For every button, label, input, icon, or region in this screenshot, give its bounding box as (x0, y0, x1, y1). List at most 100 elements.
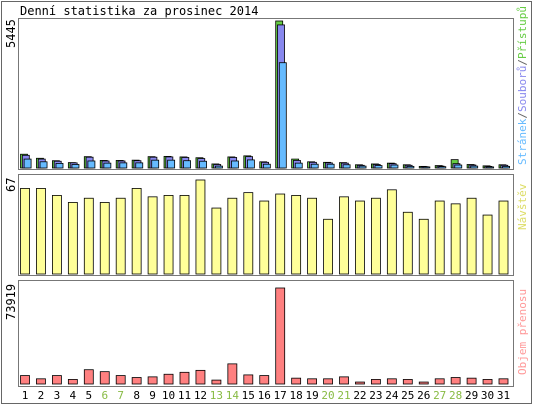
bar-prenos-day-17 (275, 287, 286, 385)
bar-strnek-day-26 (422, 166, 431, 169)
bar-strnek-day-18 (294, 162, 303, 169)
legend-sep-1: / (516, 112, 529, 119)
bar-prenos-day-24 (386, 378, 397, 385)
bar-strnek-day-21 (342, 164, 351, 169)
bar-navstev-day-1 (20, 188, 30, 275)
day-label-20: 20 (321, 389, 334, 402)
bar-navstev-day-16 (259, 200, 270, 275)
day-label-2: 2 (38, 389, 45, 402)
day-label-27: 27 (433, 389, 446, 402)
bar-navstev-day-5 (83, 197, 94, 275)
bar-navstev-day-15 (243, 192, 254, 275)
day-label-24: 24 (385, 389, 399, 402)
bar-navstev-day-13 (211, 207, 222, 275)
panel-frame-hits (18, 18, 514, 170)
bar-prenos-day-1 (20, 375, 30, 385)
bar-prenos-day-9 (147, 376, 158, 385)
bar-strnek-day-3 (55, 163, 64, 169)
bar-navstev-day-9 (147, 196, 158, 275)
bar-strnek-day-2 (39, 161, 48, 169)
day-label-4: 4 (70, 389, 77, 402)
bar-navstev-day-10 (163, 195, 174, 275)
day-label-23: 23 (369, 389, 382, 402)
legend-navstev: Návštěv (516, 183, 529, 230)
bar-navstev-day-22 (355, 200, 365, 275)
bar-navstev-day-11 (179, 195, 190, 275)
bar-prenos-day-8 (131, 377, 142, 385)
bar-strnek-day-27 (438, 166, 447, 169)
day-label-1: 1 (22, 389, 29, 402)
visits-ymax-label: 67 (4, 178, 18, 192)
bar-navstev-day-20 (323, 218, 333, 275)
bar-strnek-day-30 (486, 166, 495, 169)
bar-prenos-day-4 (67, 379, 78, 385)
bar-strnek-day-9 (151, 159, 160, 169)
bar-navstev-day-27 (434, 200, 445, 275)
bar-strnek-day-25 (406, 165, 415, 169)
bar-strnek-day-8 (135, 162, 144, 169)
day-label-14: 14 (226, 389, 240, 402)
bar-strnek-day-19 (310, 163, 319, 169)
bar-prenos-day-25 (402, 379, 413, 385)
bar-navstev-day-29 (466, 197, 477, 275)
legend-objem-prenosu: Objem přenosu (516, 289, 529, 375)
bar-strnek-day-29 (470, 165, 479, 169)
bar-navstev-day-7 (115, 197, 126, 275)
bar-navstev-day-4 (67, 202, 78, 275)
day-label-5: 5 (85, 389, 92, 402)
bar-strnek-day-4 (71, 164, 80, 169)
bar-prenos-day-22 (355, 381, 365, 385)
panel-frame-transfer (18, 280, 514, 387)
bar-prenos-day-14 (227, 363, 238, 385)
bar-prenos-day-20 (323, 378, 333, 385)
legend-sep-2: / (516, 59, 529, 66)
bar-strnek-day-7 (119, 162, 128, 169)
bar-prenos-day-27 (434, 378, 445, 385)
chart-title: Denní statistika za prosinec 2014 (20, 4, 258, 18)
bar-prenos-day-30 (482, 379, 493, 385)
day-label-28: 28 (449, 389, 462, 402)
transfer-ymax-label: 73919 (4, 284, 18, 320)
bar-strnek-day-5 (87, 160, 96, 169)
legend-pristupu: Přístupů (516, 6, 529, 59)
legend-hits: Stránek/Souborů/Přístupů (516, 6, 529, 165)
bar-navstev-day-2 (36, 188, 46, 275)
bar-navstev-day-17 (275, 193, 286, 275)
bar-prenos-day-29 (466, 377, 477, 385)
day-label-31: 31 (497, 389, 510, 402)
day-label-11: 11 (178, 389, 191, 402)
day-label-29: 29 (465, 389, 478, 402)
bar-strnek-day-12 (199, 160, 207, 169)
day-label-16: 16 (258, 389, 271, 402)
day-label-18: 18 (290, 389, 303, 402)
day-label-12: 12 (194, 389, 207, 402)
bar-strnek-day-15 (246, 159, 255, 169)
bar-strnek-day-6 (103, 162, 112, 169)
bar-navstev-day-30 (482, 214, 493, 275)
bar-prenos-day-31 (498, 378, 509, 385)
bar-navstev-day-31 (498, 200, 509, 275)
bar-strnek-day-13 (215, 165, 223, 169)
bar-strnek-day-16 (262, 163, 271, 169)
bar-prenos-day-28 (450, 377, 461, 385)
bar-strnek-day-11 (183, 160, 192, 169)
bar-strnek-day-17 (278, 62, 287, 169)
bar-strnek-day-14 (231, 160, 239, 169)
bar-prenos-day-3 (52, 375, 62, 385)
bar-prenos-day-18 (291, 377, 302, 385)
bar-prenos-day-16 (259, 375, 270, 385)
day-label-19: 19 (305, 389, 318, 402)
bar-prenos-day-5 (83, 369, 94, 385)
day-label-3: 3 (54, 389, 61, 402)
bar-prenos-day-6 (99, 371, 110, 385)
day-label-13: 13 (210, 389, 223, 402)
bar-navstev-day-21 (339, 196, 349, 275)
bar-navstev-day-14 (227, 197, 238, 275)
bar-navstev-day-25 (402, 211, 413, 275)
bar-prenos-day-19 (307, 378, 318, 385)
visits-bars (20, 179, 509, 275)
day-label-15: 15 (242, 389, 255, 402)
day-label-22: 22 (353, 389, 366, 402)
day-label-9: 9 (149, 389, 156, 402)
